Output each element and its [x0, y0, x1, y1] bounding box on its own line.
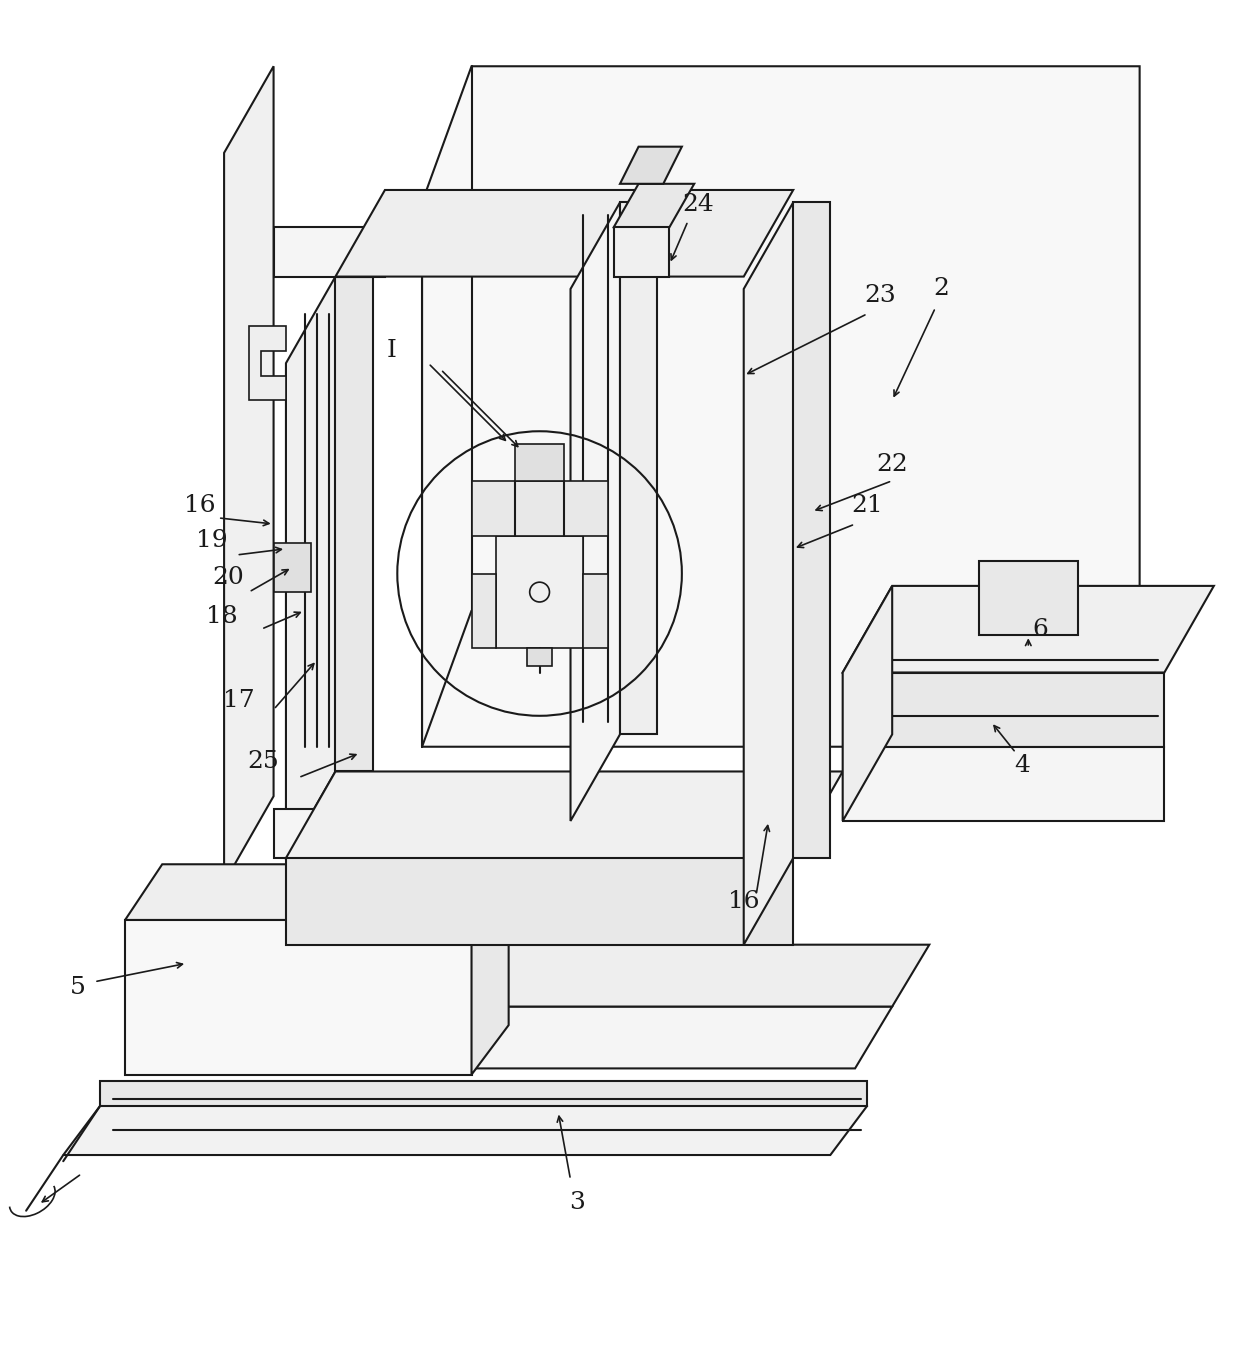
Polygon shape — [63, 1106, 868, 1155]
Polygon shape — [496, 537, 583, 648]
Text: 17: 17 — [223, 690, 254, 713]
Polygon shape — [527, 648, 552, 666]
Polygon shape — [843, 586, 1214, 672]
Text: 20: 20 — [212, 566, 244, 589]
Text: 24: 24 — [682, 194, 714, 217]
Polygon shape — [843, 746, 1164, 820]
Polygon shape — [843, 586, 893, 820]
Polygon shape — [744, 202, 794, 944]
Polygon shape — [274, 542, 311, 592]
Polygon shape — [249, 325, 286, 401]
Polygon shape — [471, 573, 496, 648]
Polygon shape — [224, 66, 274, 882]
Text: 16: 16 — [184, 494, 216, 516]
Polygon shape — [583, 573, 608, 648]
Polygon shape — [187, 944, 929, 1006]
Text: 22: 22 — [877, 453, 908, 476]
Polygon shape — [471, 865, 508, 1075]
Polygon shape — [286, 858, 794, 944]
Polygon shape — [125, 920, 471, 1075]
Polygon shape — [336, 190, 794, 277]
Polygon shape — [336, 277, 372, 772]
Text: 4: 4 — [1014, 753, 1030, 777]
Polygon shape — [515, 444, 564, 480]
Text: 2: 2 — [934, 277, 950, 300]
Text: 21: 21 — [852, 494, 883, 516]
Polygon shape — [620, 147, 682, 184]
Polygon shape — [570, 202, 620, 820]
Polygon shape — [125, 865, 508, 920]
Polygon shape — [286, 772, 843, 858]
Text: 18: 18 — [206, 605, 237, 628]
Polygon shape — [794, 202, 831, 858]
Polygon shape — [843, 672, 1164, 746]
Polygon shape — [100, 1081, 868, 1106]
Polygon shape — [422, 66, 1140, 746]
Polygon shape — [978, 561, 1078, 635]
Text: 3: 3 — [569, 1190, 584, 1213]
Text: 6: 6 — [1033, 617, 1049, 640]
Polygon shape — [274, 808, 384, 858]
Text: 23: 23 — [864, 284, 895, 307]
Text: 25: 25 — [248, 751, 279, 773]
Polygon shape — [150, 1006, 893, 1068]
Polygon shape — [614, 184, 694, 227]
Text: 16: 16 — [728, 890, 760, 913]
Text: 19: 19 — [196, 529, 227, 551]
Polygon shape — [620, 202, 657, 734]
Polygon shape — [471, 480, 608, 537]
Polygon shape — [614, 227, 670, 277]
Polygon shape — [274, 227, 384, 277]
Polygon shape — [286, 277, 336, 858]
Text: I: I — [386, 339, 396, 362]
Text: 5: 5 — [71, 976, 86, 999]
